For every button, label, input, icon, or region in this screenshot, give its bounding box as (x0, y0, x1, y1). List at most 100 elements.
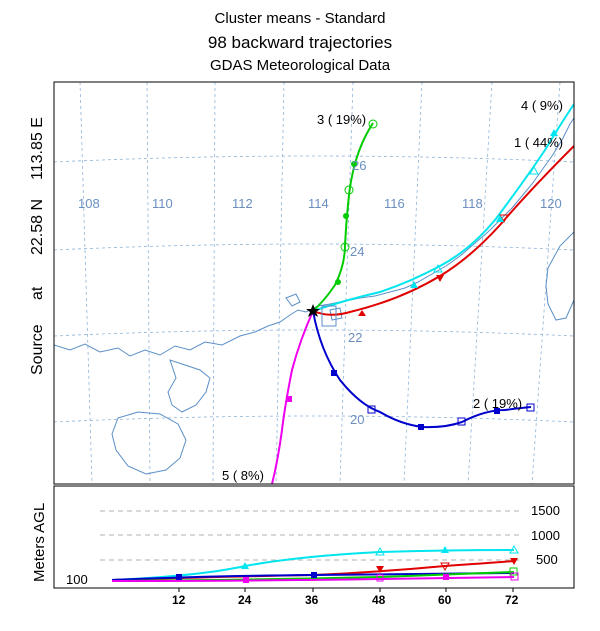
trajectory-markers (286, 119, 558, 430)
trajectory-3 (312, 122, 374, 312)
source-lon: 113.85 E (29, 117, 46, 180)
chart-subtitle: 98 backward trajectories (207, 33, 393, 52)
source-lat: 22.58 N (29, 199, 46, 255)
hmark-1-c (510, 558, 518, 565)
lon-label-116: 116 (384, 196, 405, 211)
trajectory-5 (271, 310, 314, 484)
coast-hainan (111, 411, 187, 475)
hmark-1-a (376, 566, 384, 573)
marker-2-b (367, 405, 376, 414)
coastline (54, 117, 574, 475)
lon-label-120: 120 (540, 196, 562, 211)
height-frame (53, 485, 575, 589)
marker-4-b (433, 263, 443, 273)
height-markers (176, 544, 519, 583)
hmark-5-b (376, 574, 384, 582)
parallel-20 (54, 415, 574, 423)
meridian-118 (403, 82, 423, 484)
source-word: Source (29, 324, 46, 375)
hmark-5-c (443, 574, 449, 580)
data-source-label: GDAS Meteorological Data (209, 57, 391, 74)
trajectory-4 (312, 103, 574, 312)
lon-label-114: 114 (308, 196, 329, 211)
height-x-ticks: 12 24 36 48 60 72 (172, 593, 519, 607)
hmark-4-c (441, 546, 449, 553)
marker-5-a (286, 396, 292, 402)
lon-label-110: 110 (152, 196, 173, 211)
lon-label-118: 118 (462, 196, 483, 211)
x-tick-60: 60 (438, 593, 452, 607)
marker-2-a (331, 370, 337, 376)
x-tick-72: 72 (505, 593, 519, 607)
height-ref-lines (100, 510, 520, 561)
lon-label-112: 112 (232, 196, 253, 211)
parallel-22 (54, 329, 574, 337)
marker-2-c (418, 424, 424, 430)
marker-2-d (457, 417, 466, 426)
meridian-112 (212, 82, 216, 484)
graticule (54, 82, 574, 484)
hmark-2-b (311, 572, 317, 578)
meridian-114 (275, 82, 285, 484)
map-frame (53, 81, 575, 485)
ref-label-1000: 1000 (531, 528, 560, 543)
ref-label-1500: 1500 (531, 503, 560, 518)
x-tick-24: 24 (238, 593, 252, 607)
marker-4-d (529, 165, 539, 175)
height-profile-5 (111, 576, 515, 582)
lat-label-22: 22 (348, 330, 362, 345)
x-tick-36: 36 (305, 593, 319, 607)
height-profile-4 (111, 549, 515, 581)
baseline-label: 100 (66, 572, 88, 587)
meridian-108 (79, 82, 93, 484)
height-ref-labels: 1500 1000 500 100 (66, 503, 560, 587)
hmark-4-d (509, 544, 519, 554)
marker-2-f (526, 403, 535, 412)
coast-taiwan (545, 231, 574, 321)
cluster-label-4: 4 ( 9%) (521, 98, 563, 113)
hmark-4-a (241, 562, 249, 569)
height-panel: 1500 1000 500 100 (31, 485, 575, 607)
meridian-122 (531, 82, 561, 484)
ref-label-500: 500 (536, 552, 558, 567)
meridian-116 (339, 82, 354, 484)
marker-4-e (550, 129, 558, 136)
map-area: 108 110 112 114 116 118 120 26 24 22 20 … (54, 82, 574, 484)
marker-2-e (494, 408, 500, 414)
meridian-120 (467, 82, 493, 484)
parallel-26 (54, 155, 574, 163)
lat-label-26: 26 (352, 158, 366, 173)
marker-3-f (368, 119, 378, 129)
hmark-3-a (509, 567, 518, 576)
lon-label-108: 108 (78, 196, 100, 211)
cluster-labels: 3 ( 19%) 4 ( 9%) 1 ( 44%) 2 ( 19%) 5 ( 8… (222, 98, 563, 483)
meridian-110 (146, 82, 151, 484)
marker-3-b (340, 242, 350, 252)
hmark-2-a (176, 574, 182, 580)
parallel-24 (54, 243, 574, 251)
lat-label-24: 24 (350, 244, 364, 259)
coast-island-2 (329, 307, 343, 321)
hmark-5-a (243, 577, 249, 583)
coast-leizhou (167, 359, 211, 413)
marker-3-e (351, 161, 357, 167)
marker-3-d (344, 185, 354, 195)
hmark-5-d (510, 572, 519, 581)
hmark-1-b (440, 562, 450, 572)
cluster-label-2: 2 ( 19%) (473, 396, 522, 411)
marker-4-a (410, 281, 418, 288)
marker-1-a (358, 310, 366, 316)
height-x-tick-marks (178, 588, 514, 592)
cluster-label-1: 1 ( 44%) (514, 135, 563, 150)
x-tick-12: 12 (172, 593, 186, 607)
source-at: at (29, 286, 46, 300)
x-tick-48: 48 (372, 593, 386, 607)
height-ylabel: Meters AGL (31, 503, 48, 582)
chart-title: Cluster means - Standard (214, 10, 386, 27)
marker-1-b (436, 275, 444, 282)
coast-mainland (54, 117, 574, 357)
source-star-icon (306, 304, 337, 327)
marker-4-c (496, 215, 504, 222)
cluster-label-5: 5 ( 8%) (222, 468, 264, 483)
